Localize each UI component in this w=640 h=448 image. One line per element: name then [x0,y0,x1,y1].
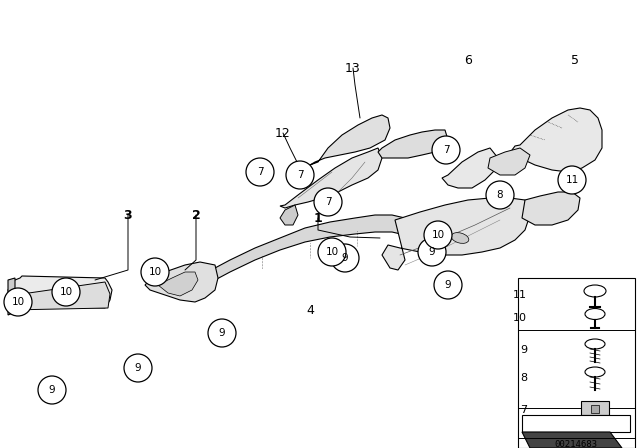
Text: 12: 12 [275,126,291,139]
Polygon shape [442,148,498,188]
Text: 10: 10 [513,313,527,323]
Circle shape [246,158,274,186]
Bar [518,278,635,448]
Text: 7: 7 [297,170,303,180]
Text: 9: 9 [134,363,141,373]
Ellipse shape [584,285,606,297]
Text: 9: 9 [429,247,435,257]
Polygon shape [522,192,580,225]
Polygon shape [382,198,530,270]
Polygon shape [145,262,218,302]
Text: 8: 8 [520,373,527,383]
Polygon shape [488,148,530,175]
Text: 11: 11 [513,290,527,300]
Polygon shape [280,148,382,208]
Ellipse shape [430,245,440,251]
Ellipse shape [585,339,605,349]
Polygon shape [8,282,110,310]
Text: 2: 2 [191,208,200,221]
Circle shape [318,238,346,266]
Circle shape [141,258,169,286]
Polygon shape [310,115,390,165]
Text: 9: 9 [49,385,55,395]
Text: 4: 4 [306,303,314,316]
Circle shape [208,319,236,347]
Text: 10: 10 [60,287,72,297]
Polygon shape [522,432,622,448]
Polygon shape [378,130,448,158]
Circle shape [424,221,452,249]
Text: 7: 7 [520,405,527,415]
Circle shape [558,166,586,194]
Ellipse shape [585,309,605,319]
Circle shape [38,376,66,404]
Polygon shape [158,272,198,296]
Circle shape [52,278,80,306]
Circle shape [124,354,152,382]
Text: 7: 7 [257,167,263,177]
Text: 8: 8 [497,190,503,200]
Text: 9: 9 [520,345,527,355]
Text: 6: 6 [464,53,472,66]
Ellipse shape [451,233,468,243]
Circle shape [4,288,32,316]
Text: 10: 10 [148,267,161,277]
Polygon shape [512,108,602,172]
Ellipse shape [585,367,605,377]
Circle shape [434,271,462,299]
Polygon shape [8,278,15,315]
Text: 11: 11 [565,175,579,185]
Bar [591,405,599,413]
Text: 9: 9 [342,253,348,263]
Text: 13: 13 [345,61,361,74]
Circle shape [314,188,342,216]
Text: 9: 9 [445,280,451,290]
Circle shape [432,136,460,164]
Text: 10: 10 [325,247,339,257]
Text: 5: 5 [571,53,579,66]
Circle shape [418,238,446,266]
Text: 1: 1 [314,211,323,224]
Polygon shape [215,215,405,280]
Text: 7: 7 [324,197,332,207]
Polygon shape [280,205,298,225]
Text: 9: 9 [219,328,225,338]
Circle shape [286,161,314,189]
Text: 10: 10 [431,230,445,240]
Circle shape [331,244,359,272]
Circle shape [486,181,514,209]
Polygon shape [522,415,630,432]
Bar [581,401,609,415]
Polygon shape [8,276,112,308]
Text: 7: 7 [443,145,449,155]
Text: 00214683: 00214683 [554,439,598,448]
Text: 3: 3 [124,208,132,221]
Text: 10: 10 [12,297,24,307]
